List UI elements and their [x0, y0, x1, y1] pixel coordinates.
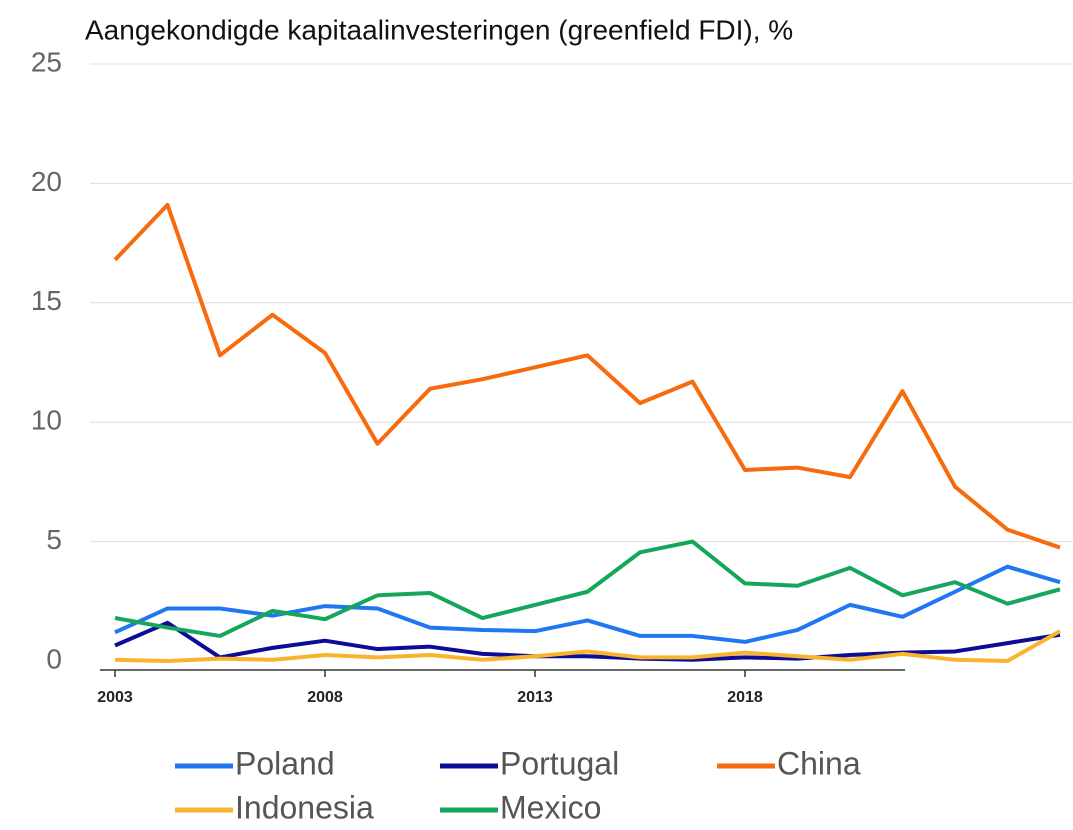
y-tick-label: 15 — [31, 285, 62, 316]
y-tick-label: 0 — [46, 643, 62, 674]
y-tick-label: 25 — [31, 46, 62, 77]
series-line — [114, 564, 1061, 644]
series-line — [113, 202, 1061, 550]
x-tick-label: 2013 — [517, 689, 553, 706]
x-tick-label: 2003 — [97, 689, 133, 706]
legend-label: Mexico — [500, 789, 601, 825]
y-tick-label: 20 — [31, 166, 62, 197]
legend-label: Indonesia — [235, 789, 374, 825]
legend-label: Poland — [235, 745, 335, 781]
series-line — [114, 629, 1061, 663]
x-tick-label: 2008 — [307, 689, 343, 706]
y-tick-label: 10 — [31, 405, 62, 436]
legend-label: China — [777, 745, 861, 781]
y-tick-label: 5 — [46, 524, 62, 555]
x-tick-label: 2018 — [727, 689, 763, 706]
chart-title: Aangekondigde kapitaalinvesteringen (gre… — [85, 14, 793, 45]
series-line — [114, 539, 1061, 638]
legend-label: Portugal — [500, 745, 619, 781]
